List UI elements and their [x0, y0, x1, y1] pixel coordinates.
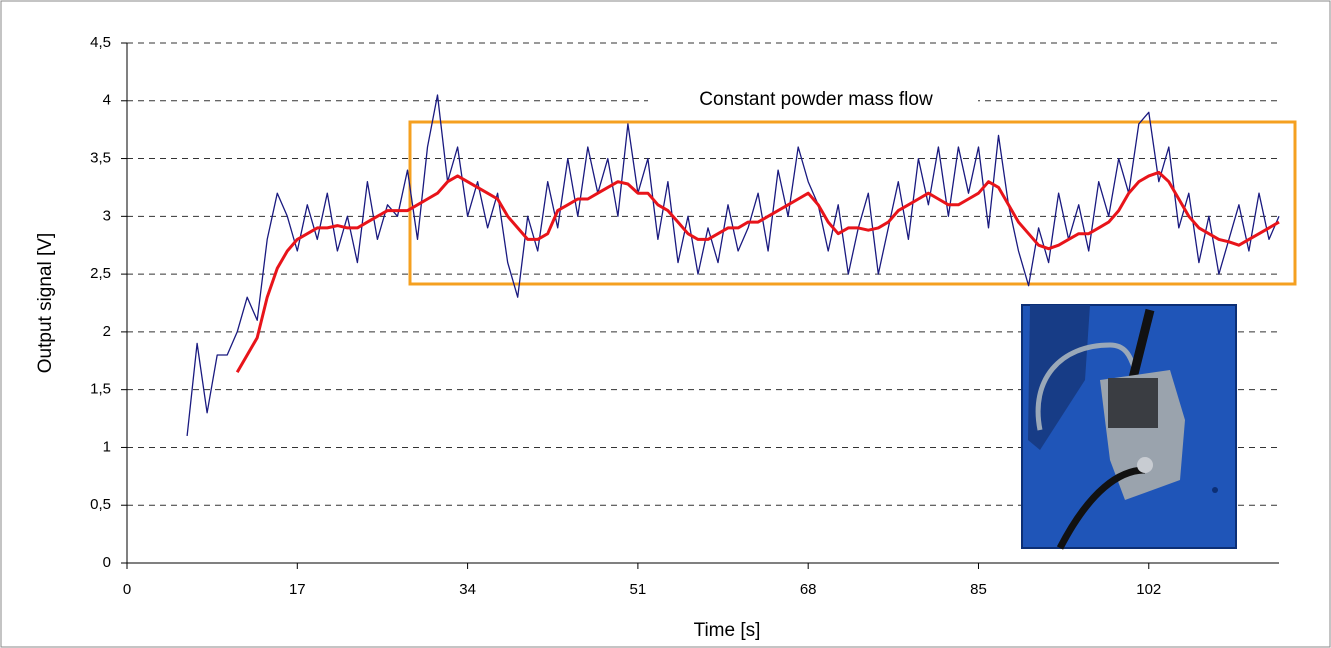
x-tick-label: 102 [1136, 581, 1161, 598]
x-tick-label: 34 [459, 581, 476, 598]
y-tick-label: 3 [103, 207, 111, 224]
x-tick-label: 0 [123, 581, 131, 598]
y-tick-label: 2 [103, 323, 111, 340]
y-tick-label: 4,5 [90, 34, 111, 51]
series-line [235, 170, 1280, 374]
y-tick-label: 1,5 [90, 381, 111, 398]
highlight-box [408, 120, 1297, 286]
y-tick-label: 2,5 [90, 265, 111, 282]
x-tick-label: 51 [630, 581, 647, 598]
annotation-bg [648, 88, 978, 112]
x-tick-label: 17 [289, 581, 306, 598]
x-tick-label: 85 [970, 581, 987, 598]
y-axis-label: Output signal [V] [35, 233, 56, 373]
y-tick-label: 3,5 [90, 150, 111, 167]
annotation: Constant powder mass flow [699, 89, 933, 110]
photo-inset [1021, 304, 1237, 550]
y-tick-label: 4 [103, 92, 111, 109]
y-tick-label: 0,5 [90, 496, 111, 513]
x-tick-label: 68 [800, 581, 817, 598]
y-tick-label: 1 [103, 438, 111, 455]
y-tick-label: 0 [103, 554, 111, 571]
x-axis-label: Time [s] [694, 620, 761, 641]
